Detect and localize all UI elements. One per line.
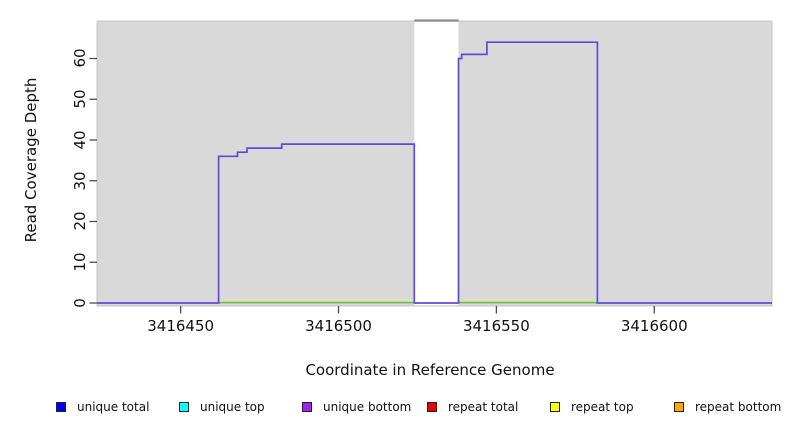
x-tick-label-3416450: 3416450 [147,317,215,335]
legend: unique total unique top unique bottom re… [0,398,792,420]
x-tick-label-3416600: 3416600 [620,317,688,335]
y-tick-label-30: 30 [71,171,89,191]
legend-item-repeat-top: repeat top [550,398,634,416]
x-tick-label-3416500: 3416500 [305,317,372,335]
legend-label: repeat total [448,400,519,414]
y-tick-label-10: 10 [71,252,89,272]
legend-label: unique top [200,400,265,414]
legend-item-unique-total: unique total [56,398,149,416]
y-axis-title: Read Coverage Depth [22,77,40,243]
y-tick-label-0: 0 [71,298,89,308]
unique-bottom-swatch [302,402,312,412]
legend-label: unique total [77,400,150,414]
legend-item-repeat-total: repeat total [427,398,518,416]
repeat-total-swatch [427,402,437,412]
x-tick-label-3416550: 3416550 [462,317,530,335]
y-tick-label-50: 50 [71,89,89,109]
unique-total-swatch [56,402,66,412]
coverage-line [97,41,772,304]
legend-label: repeat top [571,400,634,414]
masked-region [414,21,459,306]
unique-top-swatch [179,402,189,412]
legend-label: repeat bottom [695,400,782,414]
legend-item-unique-bottom: unique bottom [302,398,411,416]
y-tick-label-40: 40 [71,130,89,150]
legend-item-repeat-bottom: repeat bottom [674,398,781,416]
repeat-bottom-swatch [674,402,684,412]
y-tick-label-20: 20 [71,211,89,232]
y-tick-label-60: 60 [71,48,89,69]
repeat-top-swatch [550,402,560,412]
legend-label: unique bottom [323,400,412,414]
legend-item-unique-top: unique top [179,398,265,416]
x-axis-title: Coordinate in Reference Genome [305,361,555,379]
masked-region-top-bar [414,19,459,22]
